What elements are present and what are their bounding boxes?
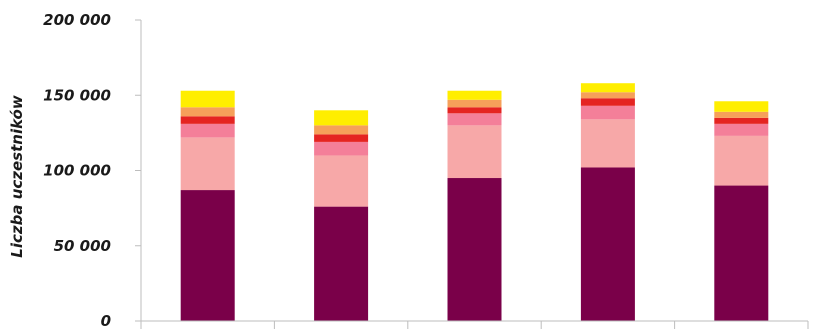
bar-segment-5-1 [714,185,769,321]
bar-segment-2-4 [314,134,369,142]
y-tick-label: 150 000 [43,86,111,104]
bars [180,83,769,321]
y-tick-label: 200 000 [43,11,111,29]
bar-segment-5-4 [714,117,769,124]
bar-segment-5-6 [714,101,769,112]
y-tick-label: 50 000 [54,237,111,255]
bar-segment-1-6 [180,90,235,108]
bar-segment-2-6 [314,110,369,126]
bar-segment-1-3 [180,123,235,138]
bar-segment-3-1 [447,178,502,321]
bar-segment-2-5 [314,125,369,135]
bar-segment-1-2 [180,137,235,191]
bar-segment-4-6 [580,83,635,93]
bar-segment-3-3 [447,113,502,126]
y-axis-title: Liczba uczestników [8,95,26,258]
bar-segment-4-1 [580,167,635,321]
bar-segment-5-2 [714,135,769,186]
x-axis-ticks [140,321,809,329]
bar-segment-4-2 [580,119,635,168]
bar-segment-2-3 [314,141,369,156]
y-axis-ticks: 0 50 000 100 000 150 000 200 000 [43,11,141,330]
y-tick-label: 100 000 [43,162,111,180]
bar-segment-1-5 [180,107,235,117]
bar-segment-4-5 [580,92,635,99]
bar-segment-1-4 [180,116,235,124]
bar-segment-2-2 [314,155,369,207]
bar-segment-4-4 [580,98,635,106]
bar-segment-3-6 [447,90,502,100]
bar-segment-1-1 [180,190,235,321]
bar-segment-4-3 [580,105,635,120]
bar-segment-5-5 [714,111,769,118]
bar-segment-2-1 [314,206,369,321]
bar-segment-5-3 [714,123,769,136]
y-tick-label: 0 [101,312,111,330]
bar-segment-3-5 [447,99,502,108]
bar-segment-3-2 [447,125,502,179]
bar-segment-3-4 [447,107,502,114]
